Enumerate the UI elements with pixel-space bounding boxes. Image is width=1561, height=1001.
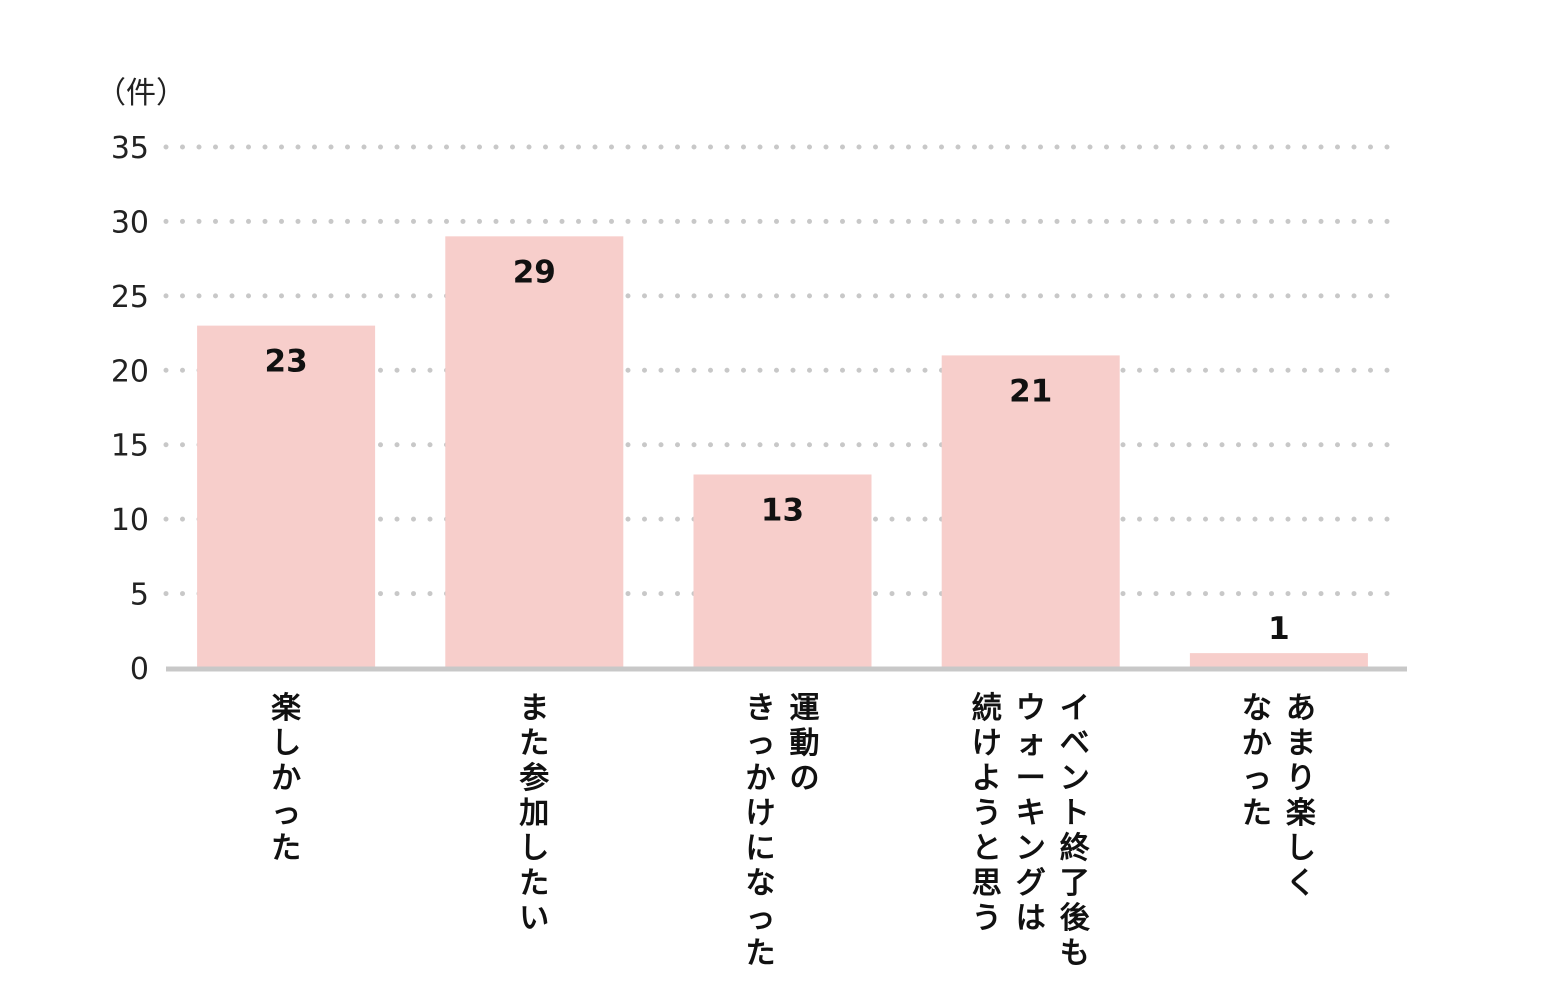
bar-4 [941, 355, 1120, 668]
bar-1 [197, 325, 376, 668]
category-char: か [1242, 726, 1272, 761]
bar-3 [693, 474, 872, 668]
category-char: の [790, 761, 820, 796]
category-char: 運 [790, 691, 820, 726]
category-char: し [271, 726, 301, 761]
category-char: い [519, 901, 549, 936]
category-char: 了 [1060, 866, 1090, 901]
category-char: く [1286, 866, 1316, 901]
category-char: っ [746, 726, 776, 761]
category-char: か [271, 761, 301, 796]
category-char: ま [1286, 726, 1316, 761]
category-char: も [1060, 936, 1090, 971]
bar-value-label-1: 23 [265, 344, 308, 380]
category-char: っ [1242, 761, 1272, 796]
category-char: し [519, 831, 549, 866]
y-tick-label-25: 25 [111, 280, 149, 315]
category-char: と [972, 831, 1002, 866]
category-char: 参 [519, 761, 549, 796]
category-char: た [519, 866, 549, 901]
bar-value-label-5: 1 [1268, 611, 1290, 647]
category-char: た [519, 726, 549, 761]
category-char: ン [1060, 761, 1090, 796]
bar-value-label-2: 29 [513, 254, 556, 290]
category-char: な [1242, 691, 1272, 726]
category-label-3-line-1: 運動の [790, 691, 820, 796]
bar-2 [445, 236, 624, 669]
category-char: 思 [972, 866, 1002, 901]
category-char: う [972, 796, 1002, 831]
category-char: ト [1060, 796, 1090, 831]
category-char: た [1242, 796, 1272, 831]
category-char: 後 [1060, 901, 1091, 936]
category-char: グ [1016, 866, 1046, 901]
y-tick-label-5: 5 [130, 578, 149, 613]
category-char: う [972, 901, 1002, 936]
y-tick-label-15: 15 [111, 429, 149, 464]
category-char: 加 [519, 796, 549, 831]
category-char: あ [1286, 691, 1316, 726]
y-tick-label-30: 30 [111, 205, 149, 240]
category-char: し [1286, 831, 1316, 866]
y-tick-label-35: 35 [111, 131, 149, 166]
category-char: ォ [1016, 726, 1046, 761]
labels: （件）0510152025303523楽しかった29また参加したい13運動のきっ… [96, 76, 1316, 971]
category-char: 動 [790, 726, 820, 761]
category-char: キ [1016, 796, 1046, 831]
category-char: っ [271, 796, 301, 831]
bars [197, 236, 1368, 669]
category-char: た [746, 936, 776, 971]
category-char: き [746, 691, 776, 726]
y-tick-label-0: 0 [130, 652, 149, 687]
bar-value-label-4: 21 [1009, 373, 1052, 409]
category-char: か [746, 761, 776, 796]
category-char: ま [519, 691, 549, 726]
bar-5 [1189, 653, 1368, 668]
category-char: り [1286, 761, 1316, 796]
category-char: け [972, 726, 1002, 761]
bar-value-label-3: 13 [761, 492, 804, 528]
category-char: 楽 [271, 691, 301, 726]
y-tick-label-10: 10 [111, 503, 149, 538]
category-char: な [746, 866, 776, 901]
category-char: 楽 [1286, 796, 1316, 831]
category-char: に [746, 831, 776, 866]
category-char: は [1016, 901, 1046, 936]
category-char: ウ [1016, 691, 1046, 726]
category-char: 終 [1060, 831, 1090, 866]
category-char: ベ [1060, 726, 1090, 761]
category-char: 続 [972, 691, 1002, 726]
category-char: よ [972, 761, 1002, 796]
category-char: イ [1060, 691, 1090, 726]
category-char: っ [746, 901, 776, 936]
category-char: ン [1016, 831, 1046, 866]
y-unit-label: （件） [96, 76, 186, 111]
category-char: け [746, 796, 776, 831]
y-tick-label-20: 20 [111, 354, 149, 389]
category-char: ー [1016, 761, 1046, 796]
category-char: た [271, 831, 301, 866]
